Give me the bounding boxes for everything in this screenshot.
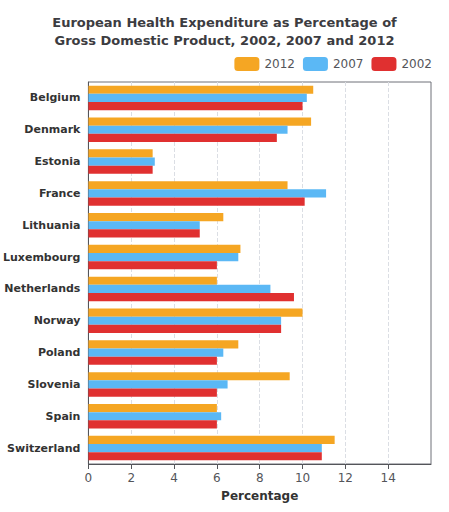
svg-text:Percentage: Percentage [221, 489, 298, 503]
svg-text:Poland: Poland [38, 346, 81, 359]
svg-text:2012: 2012 [264, 57, 295, 71]
svg-text:2007: 2007 [333, 57, 364, 71]
svg-text:10: 10 [295, 471, 310, 485]
svg-text:France: France [39, 187, 80, 200]
svg-text:Luxembourg: Luxembourg [3, 251, 80, 264]
svg-text:Estonia: Estonia [35, 155, 81, 168]
svg-text:2: 2 [127, 471, 135, 485]
svg-text:14: 14 [381, 471, 396, 485]
svg-text:Spain: Spain [46, 410, 81, 423]
svg-text:European Health Expenditure as: European Health Expenditure as Percentag… [52, 15, 397, 30]
svg-text:2002: 2002 [401, 57, 432, 71]
svg-text:Norway: Norway [34, 314, 81, 327]
svg-text:4: 4 [170, 471, 178, 485]
svg-text:6: 6 [213, 471, 221, 485]
svg-text:Denmark: Denmark [24, 123, 81, 136]
svg-text:Lithuania: Lithuania [22, 219, 80, 232]
svg-text:Gross Domestic Product, 2002,: Gross Domestic Product, 2002, 2007 and 2… [55, 33, 395, 48]
svg-text:Switzerland: Switzerland [7, 442, 80, 455]
svg-text:Belgium: Belgium [30, 91, 81, 104]
svg-text:Netherlands: Netherlands [4, 282, 81, 295]
svg-text:8: 8 [256, 471, 264, 485]
svg-text:0: 0 [85, 471, 93, 485]
svg-text:12: 12 [338, 471, 353, 485]
svg-text:Slovenia: Slovenia [28, 378, 81, 391]
